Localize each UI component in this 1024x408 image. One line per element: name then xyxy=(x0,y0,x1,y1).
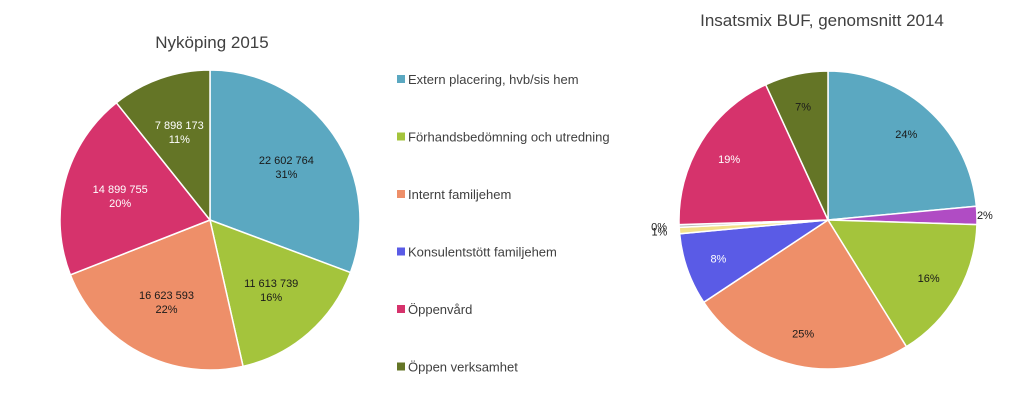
data-label-percent: 8% xyxy=(710,254,726,266)
chart-title-left: Nyköping 2015 xyxy=(155,33,268,52)
data-label-value: 7 898 173 xyxy=(155,120,204,132)
data-label-percent: 24% xyxy=(895,129,917,141)
data-label-percent: 11% xyxy=(169,134,190,146)
data-label-value: 14 899 755 xyxy=(93,184,148,196)
data-label-percent: 19% xyxy=(718,154,740,166)
pie-slice-ppen-verksamhet xyxy=(764,70,829,221)
pie-slice-f-rhandsbed-mning-och-utredning xyxy=(826,219,978,348)
data-label-value: 11 613 739 xyxy=(244,278,298,290)
legend-label-ppenv-rd: Öppenvård xyxy=(408,302,472,317)
legend-label-f-rhandsbed-mning-och-utredning: Förhandsbedömning och utredning xyxy=(408,130,610,145)
pie-slice-ppenv-rd xyxy=(678,83,830,226)
legend-swatch-ppen-verksamhet xyxy=(397,362,405,371)
data-label-value: 16 623 593 xyxy=(139,290,194,302)
data-label-percent: 1% xyxy=(651,227,667,239)
legend-swatch-konsulentst-tt-familjehem xyxy=(397,247,405,256)
pie-slice-extern-placering-hvb-sis-hem xyxy=(827,70,978,221)
legend-swatch-extern-placering-hvb-sis-hem xyxy=(397,75,405,83)
data-label-value: 22 602 764 xyxy=(259,155,314,167)
data-label-percent: 2% xyxy=(977,210,993,222)
pie-slice-internt-familjehem xyxy=(69,218,244,371)
pie-slice-f-rhandsbed-mning-och-utredning xyxy=(208,218,352,368)
legend-swatch-internt-familjehem xyxy=(397,190,405,198)
legend-label-konsulentst-tt-familjehem: Konsulentstött familjehem xyxy=(408,245,557,260)
data-label-percent: 16% xyxy=(260,292,282,304)
legend-swatch-ppenv-rd xyxy=(397,305,405,313)
pie-right: 24% 2% 16% 25% 8% 1%0% 19% 7% xyxy=(651,70,993,370)
data-label-percent: 22% xyxy=(155,304,177,316)
legend-swatch-f-rhandsbed-mning-och-utredning xyxy=(397,132,405,141)
data-label-percent: 31% xyxy=(275,169,297,181)
data-label-percent: 0% xyxy=(651,222,667,234)
chart-title-right: Insatsmix BUF, genomsnitt 2014 xyxy=(700,11,944,30)
pie-slice-internt-familjehem xyxy=(702,218,908,370)
legend-label-internt-familjehem: Internt familjehem xyxy=(408,187,511,202)
data-label-percent: 16% xyxy=(918,273,940,285)
pie-slice-extern-placering-hvb-sis-hem xyxy=(209,69,361,274)
data-label-percent: 20% xyxy=(109,198,131,210)
legend: Extern placering, hvb/sis hem Förhandsbed… xyxy=(397,72,610,375)
legend-label-ppen-verksamhet: Öppen verksamhet xyxy=(408,360,518,375)
data-label-percent: 7% xyxy=(795,102,811,114)
pie-left: 22 602 764 31% 11 613 739 16% 16 623 593 22% 1… xyxy=(59,69,361,371)
data-label-percent: 25% xyxy=(792,329,814,341)
legend-label-extern-placering-hvb-sis-hem: Extern placering, hvb/sis hem xyxy=(408,72,579,87)
pie-slice-ppen-verksamhet xyxy=(115,69,211,223)
pie-slice-ppenv-rd xyxy=(59,101,212,276)
